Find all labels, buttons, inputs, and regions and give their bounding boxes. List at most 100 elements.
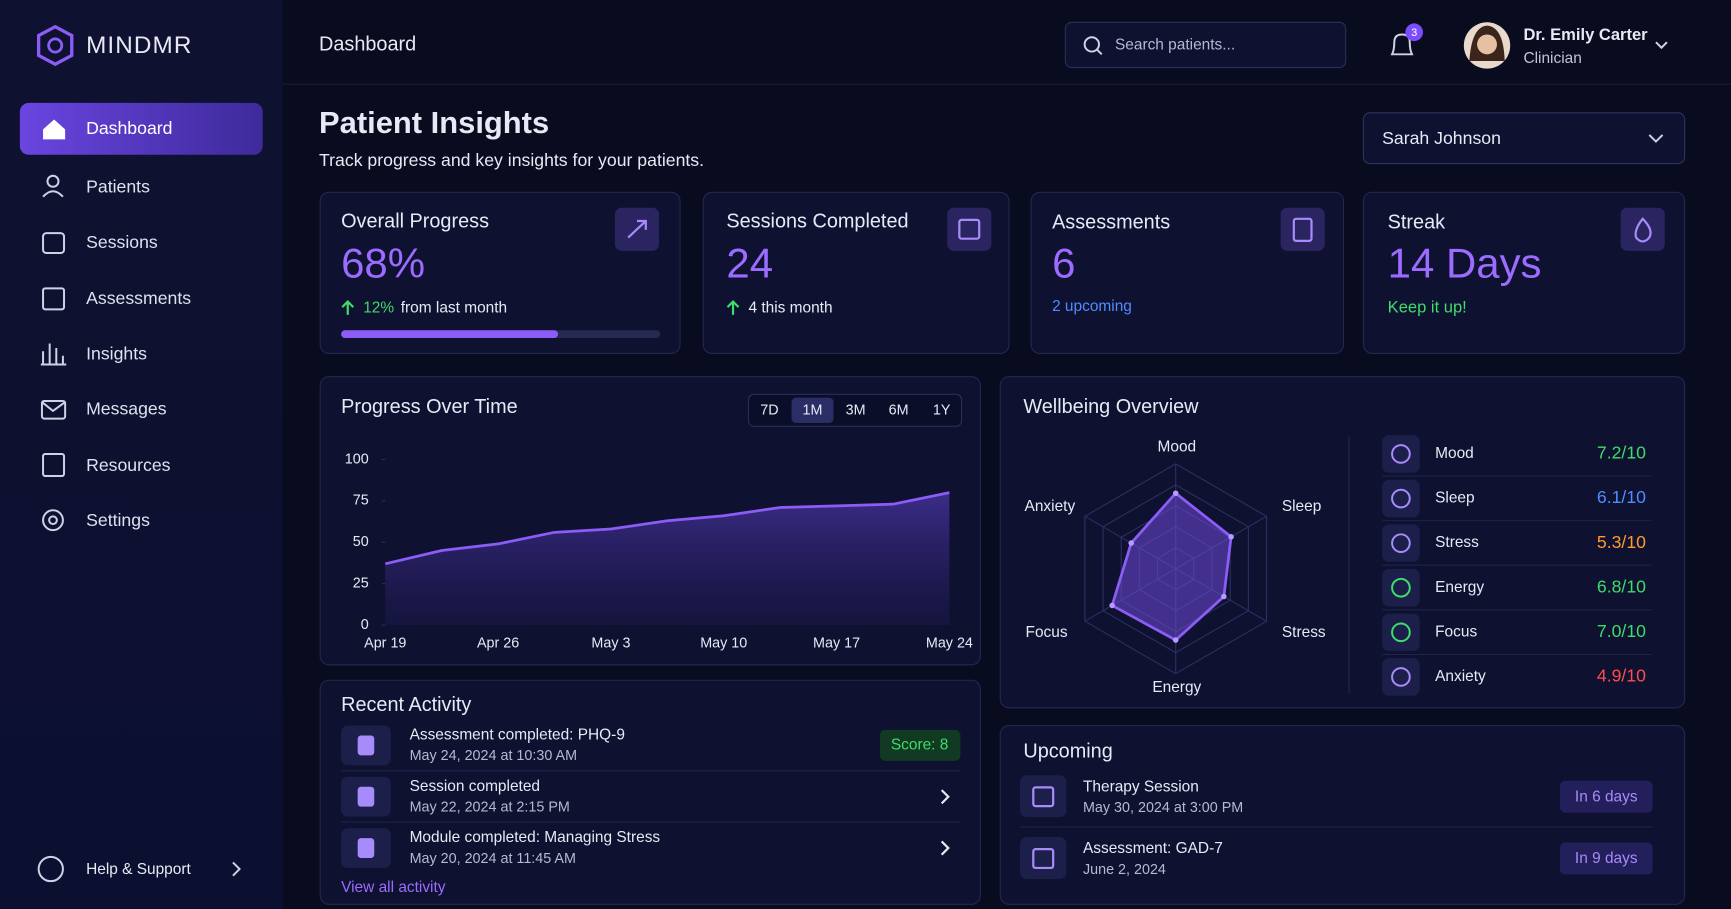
y-tick-label: 0 [361, 617, 369, 633]
upcoming-badge-text: In 6 days [1575, 788, 1638, 805]
score-badge-text: Score: 8 [891, 736, 949, 753]
upcoming-card [999, 724, 1686, 905]
card-note[interactable]: 2 upcoming [1052, 298, 1132, 315]
search-box[interactable] [1064, 21, 1347, 69]
help-link[interactable]: Help & Support [86, 861, 191, 878]
range-button[interactable]: 6M [889, 403, 909, 419]
activity-icon-glyph [357, 735, 375, 756]
radar-point [1172, 637, 1179, 643]
nav-item[interactable]: Resources [86, 455, 171, 475]
card-title: Overall Progress [341, 210, 489, 232]
range-button[interactable]: 1M [803, 403, 823, 419]
card-icon [1620, 207, 1665, 251]
range-button[interactable]: 3M [846, 403, 866, 419]
card-note: from last month [401, 299, 507, 316]
badge-count: 3 [1411, 27, 1417, 39]
metric-icon-glyph [1391, 488, 1411, 509]
x-tick-label: May 10 [700, 636, 747, 652]
nav-icon [42, 232, 66, 255]
nav-icon [42, 509, 64, 532]
upcoming-icon-glyph [1032, 786, 1055, 808]
bell-icon[interactable] [1390, 33, 1414, 56]
metric-icon-glyph [1391, 667, 1411, 687]
nav-item[interactable]: Patients [86, 177, 150, 197]
upcoming-list: Therapy Session May 30, 2024 at 3:00 PM In… [1020, 775, 1653, 879]
card-note: Keep it up! [1388, 298, 1467, 317]
metric-value: 7.0/10 [1597, 621, 1646, 641]
nav-item[interactable]: Settings [86, 510, 150, 530]
stat-cards: Overall Progress 68% 12% from last month… [319, 191, 1686, 355]
upcoming-time: May 30, 2024 at 3:00 PM [1083, 800, 1243, 816]
nav-item[interactable]: Sessions [86, 232, 158, 252]
help-icon [37, 855, 64, 883]
range-button[interactable]: 1Y [933, 403, 951, 419]
score-badge [879, 729, 961, 761]
range-button[interactable]: 7D [760, 403, 778, 419]
chart-title: Wellbeing Overview [1023, 396, 1199, 418]
y-tick-label: 100 [345, 451, 369, 467]
metric-icon [1382, 479, 1420, 518]
y-tick-label: 75 [353, 493, 369, 509]
card [702, 191, 1010, 355]
nav-icon [40, 399, 67, 420]
nav-active[interactable] [19, 102, 263, 155]
header-title: Dashboard [319, 34, 416, 56]
area [385, 492, 950, 626]
activity-card [319, 679, 981, 905]
metric-value: 6.8/10 [1597, 576, 1646, 596]
logo-core [47, 37, 64, 54]
search-placeholder: Search patients... [1115, 37, 1235, 54]
activity-icon-glyph [357, 786, 375, 807]
metric-name: Anxiety [1435, 668, 1486, 685]
user-name: Dr. Emily Carter [1523, 25, 1648, 44]
card-value: 24 [726, 239, 773, 286]
metric-icon [1382, 524, 1420, 562]
chevron[interactable] [940, 840, 950, 856]
search-icon [1083, 36, 1100, 53]
chevron [232, 861, 241, 877]
activity-time: May 24, 2024 at 10:30 AM [410, 748, 577, 764]
metric-icon-glyph [1391, 622, 1411, 643]
radar-point [1109, 602, 1115, 609]
metric-icon-glyph [1391, 444, 1411, 464]
card-title: Streak [1388, 211, 1445, 233]
radar-point [1128, 540, 1134, 546]
chevron[interactable] [940, 789, 950, 805]
radar-point [1228, 534, 1234, 540]
activity-time: May 20, 2024 at 11:45 AM [410, 851, 576, 867]
nav-item[interactable]: Insights [86, 343, 147, 363]
card-icon [947, 207, 992, 251]
metric-icon [1382, 435, 1420, 473]
y-tick-label: 25 [353, 575, 369, 591]
line [384, 491, 950, 566]
nav-item[interactable]: Messages [86, 398, 167, 418]
card [1362, 191, 1686, 355]
chevron[interactable] [1655, 41, 1668, 50]
chart-title: Progress Over Time [341, 396, 518, 418]
activity-title: Module completed: Managing Stress [410, 829, 661, 846]
line-chart: 7D 1M 3M 6M 1Y 0 25 50 75 100 Apr 19 Apr 26 May 3 May… [345, 397, 973, 652]
patient-name: Sarah Johnson [1382, 128, 1501, 148]
upcoming-title: Therapy Session [1083, 778, 1199, 795]
page-title: Patient Insights [319, 105, 549, 140]
x-tick-label: May 17 [813, 636, 860, 652]
range-active [791, 397, 834, 424]
metric-value: 5.3/10 [1597, 532, 1646, 552]
metric-icon-glyph [1391, 577, 1411, 598]
activity-title: Assessment completed: PHQ-9 [410, 727, 625, 744]
activity-icon-glyph [357, 838, 375, 858]
patient-select[interactable] [1362, 112, 1686, 165]
x-tick-label: Apr 19 [364, 636, 406, 652]
axis-label: Anxiety [1025, 498, 1076, 515]
nav-item[interactable]: Dashboard [86, 118, 172, 138]
nav-item[interactable]: Assessments [86, 288, 191, 308]
activity-list: Assessment completed: PHQ-9 May 24, 2024 … [341, 725, 961, 868]
view-all-link[interactable]: View all activity [341, 879, 446, 896]
upcoming-icon [1020, 837, 1067, 879]
nav-icon [48, 515, 58, 526]
nav-icon [40, 343, 67, 366]
upcoming-icon [1020, 775, 1067, 818]
metric-name: Focus [1435, 623, 1477, 640]
upcoming-badge [1559, 842, 1653, 875]
